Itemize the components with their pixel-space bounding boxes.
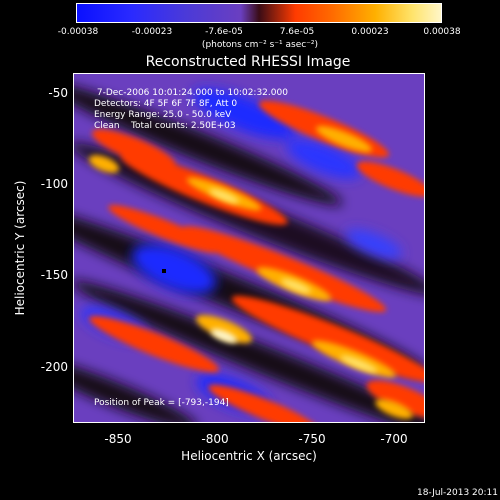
colorbar-tick-label: 7.6e-05 (279, 27, 315, 37)
x-tick-label: -800 (201, 432, 229, 446)
rhessi-image-canvas (74, 74, 424, 422)
negative-regions (81, 88, 403, 414)
image-title: Reconstructed RHESSI Image (145, 54, 351, 70)
colorbar-tick-label: 0.00038 (423, 27, 461, 37)
y-tick-label: -50 (48, 86, 68, 100)
peak-cores (209, 188, 378, 373)
info-time-range: 7-Dec-2006 10:01:24.000 to 10:02:32.000 (94, 88, 288, 98)
colorbar-tick-label: -0.00023 (131, 27, 173, 37)
colorbar (76, 3, 442, 23)
y-axis-label: Heliocentric Y (arcsec) (13, 180, 27, 316)
colorbar-tick-label: -0.00038 (57, 27, 99, 37)
colorbar-tick-label: -7.6e-05 (205, 27, 243, 37)
y-tick-label: -150 (40, 268, 68, 282)
x-tick-label: -850 (104, 432, 132, 446)
x-axis-label: Heliocentric X (arcsec) (181, 449, 317, 463)
timestamp: 18-Jul-2013 20:11 (416, 488, 498, 498)
y-tick-label: -200 (40, 360, 68, 374)
rhessi-image-plot (73, 73, 425, 423)
info-clean-counts: Clean Total counts: 2.50E+03 (94, 121, 236, 131)
colorbar-units: (photons cm⁻² s⁻¹ asec⁻²) (201, 40, 319, 50)
colorbar-tick-label: 0.00023 (351, 27, 389, 37)
x-tick-label: -700 (380, 432, 408, 446)
info-energy-range: Energy Range: 25.0 - 50.0 keV (94, 110, 232, 120)
y-tick-label: -100 (40, 177, 68, 191)
info-detectors: Detectors: 4F 5F 6F 7F 8F, Att 0 (94, 99, 238, 109)
marker-dot (162, 269, 166, 273)
x-tick-label: -750 (298, 432, 326, 446)
peak-position-label: Position of Peak = [-793,-194] (94, 398, 229, 408)
